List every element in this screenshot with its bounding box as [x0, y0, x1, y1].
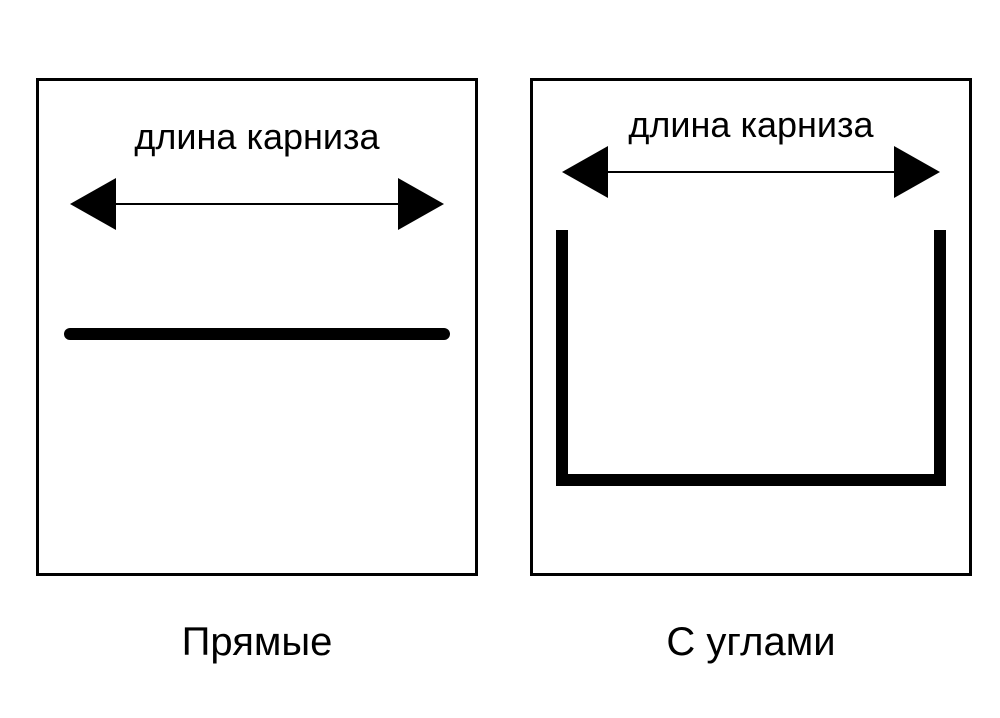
caption-corners: С углами — [530, 620, 972, 665]
panel-right-svg — [0, 0, 1000, 718]
dimension-arrow-right — [562, 146, 940, 198]
diagram-canvas: длина карниза Прямые длина карниза С угл… — [0, 0, 1000, 718]
cornice-u-shape-icon — [562, 230, 940, 480]
